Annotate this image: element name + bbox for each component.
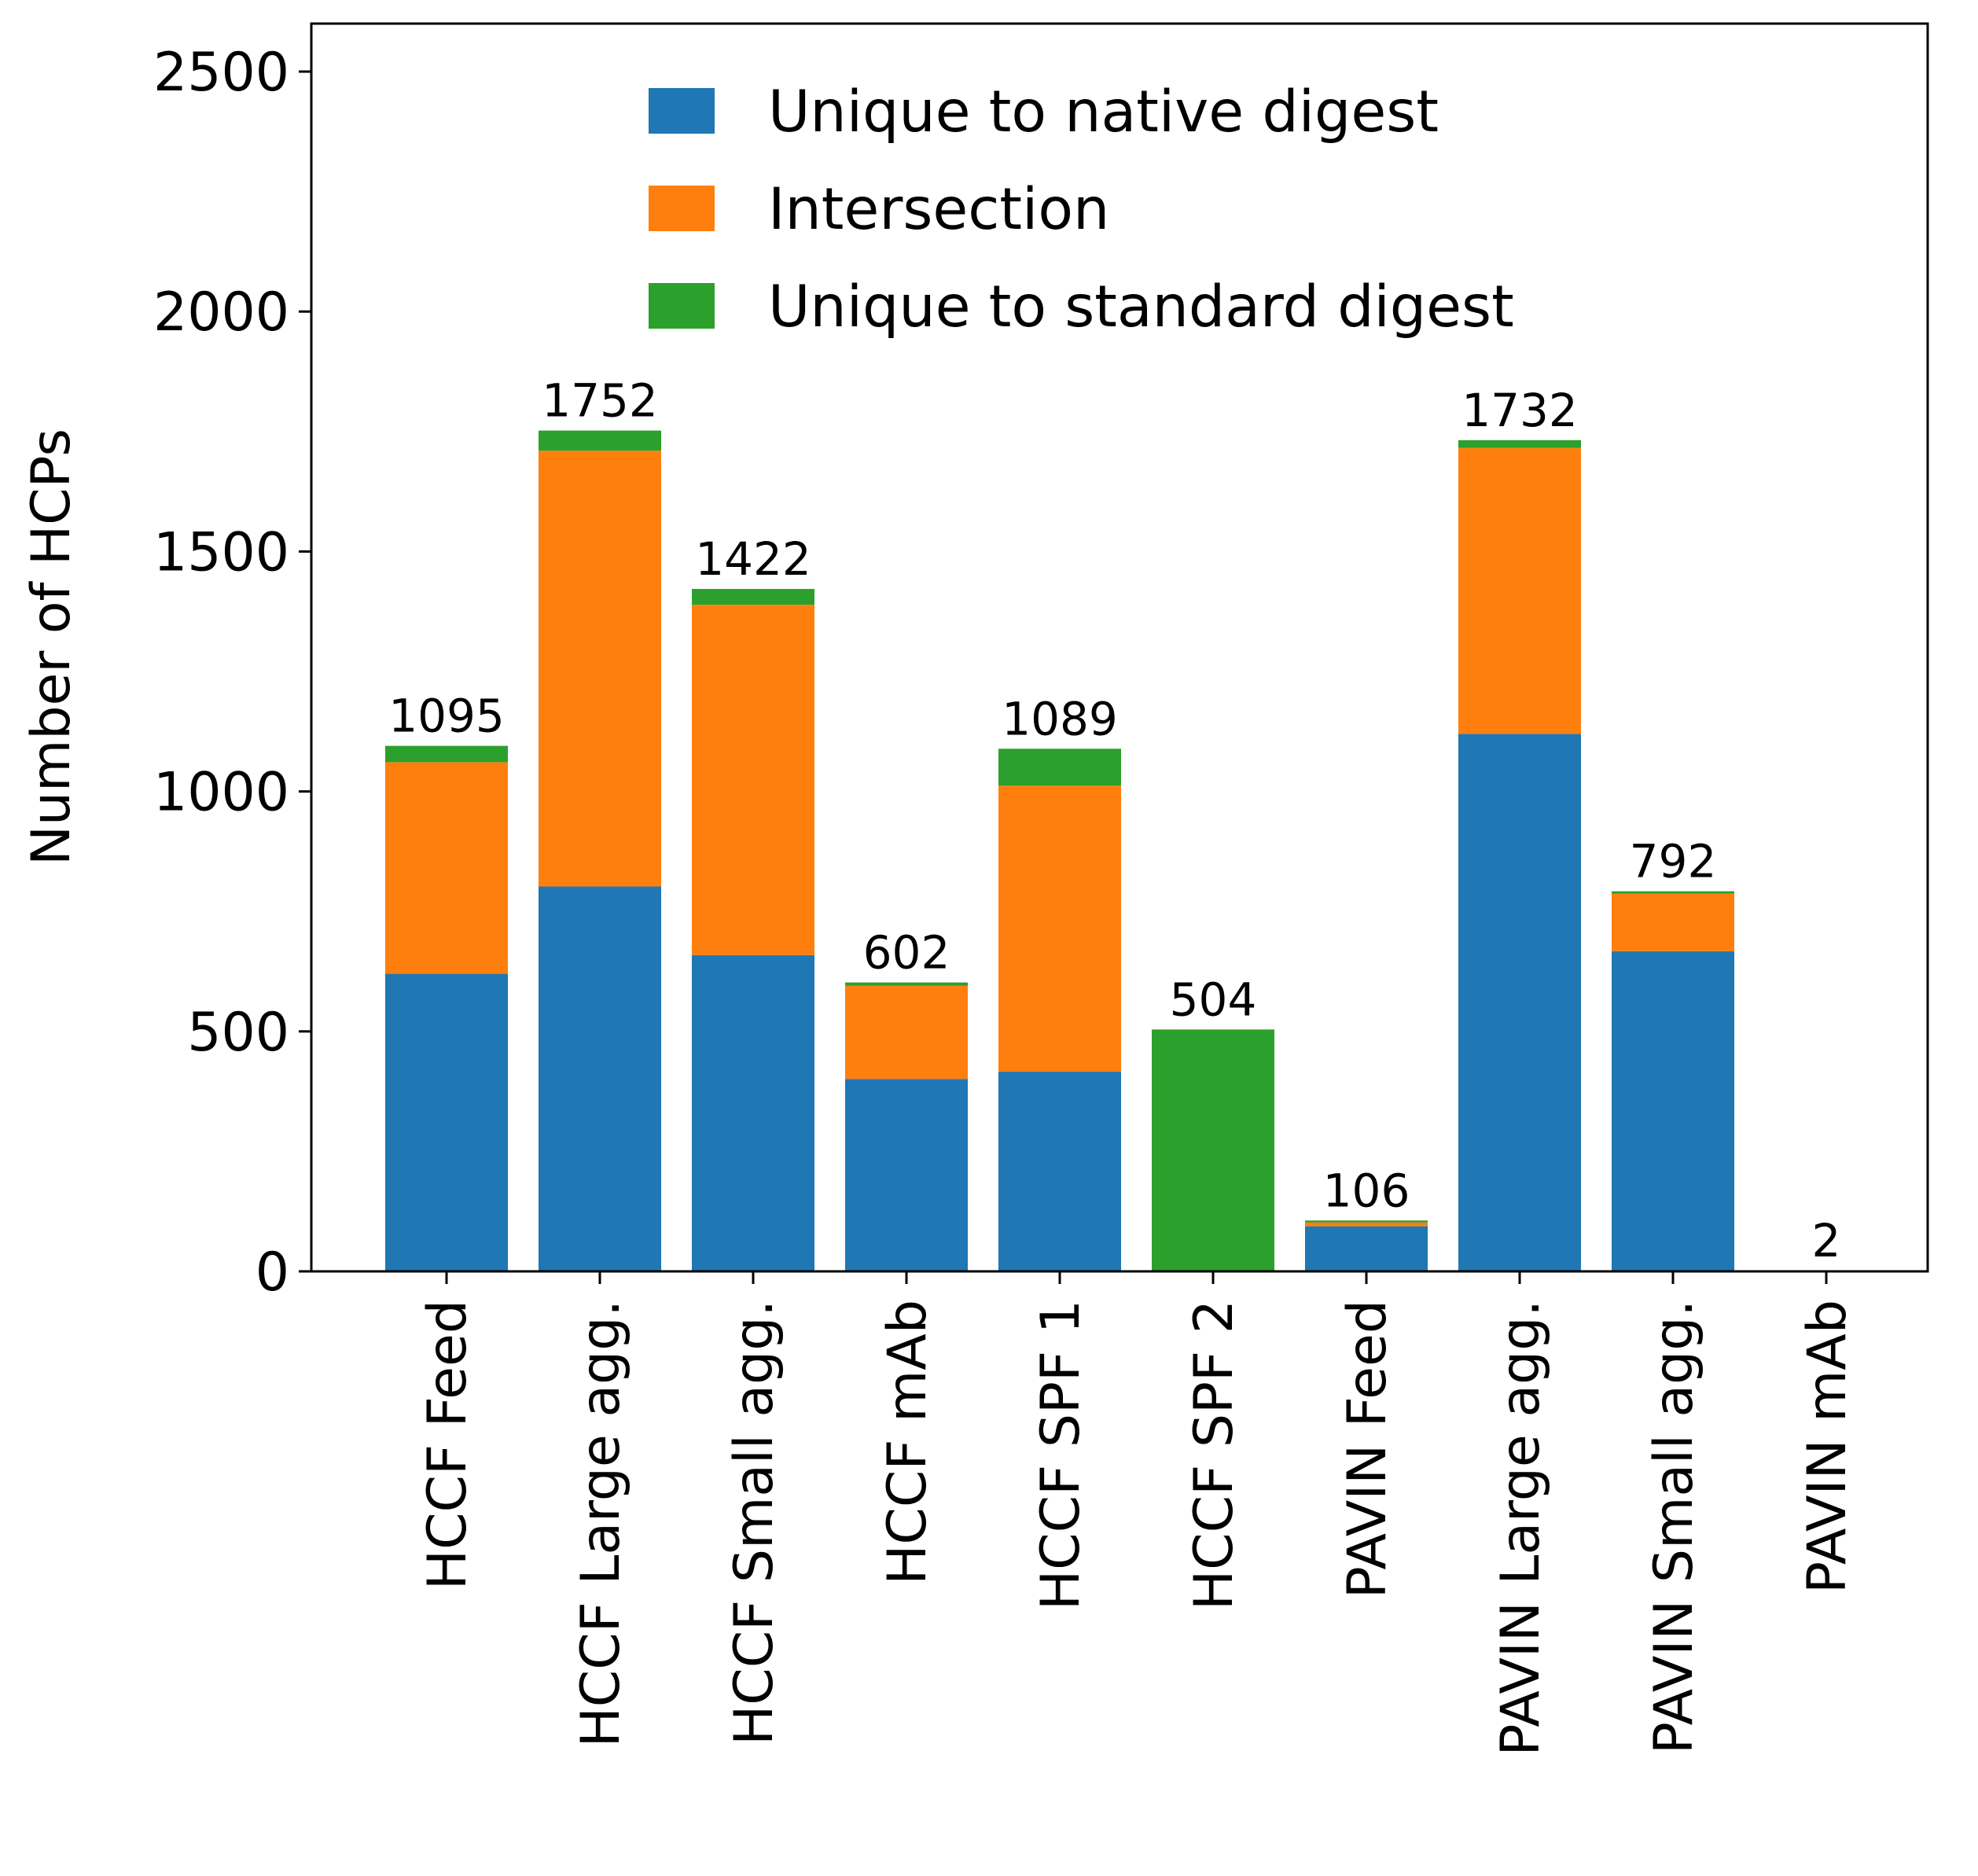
y-tick-label: 1000 xyxy=(153,762,289,824)
bar-segment-3-4 xyxy=(845,982,968,986)
bar-segment-3-9 xyxy=(1612,891,1734,894)
y-tick-label: 1500 xyxy=(153,521,289,583)
bar-segment-3-1 xyxy=(385,745,508,763)
x-tick-label-7: PAVIN Feed xyxy=(1336,1300,1399,1598)
bar-segment-3-3 xyxy=(692,589,814,605)
y-axis-label: Number of HCPs xyxy=(20,429,83,866)
x-tick-label-2: HCCF Large agg. xyxy=(570,1300,632,1747)
bar-segment-3-5 xyxy=(998,749,1121,786)
bar-segment-3-6 xyxy=(1152,1029,1274,1271)
legend-swatch-2 xyxy=(649,186,715,231)
x-tick-label-5: HCCF SPF 1 xyxy=(1030,1300,1092,1610)
y-tick-label: 2000 xyxy=(153,281,289,344)
total-label-9: 792 xyxy=(1630,835,1717,888)
total-label-8: 1732 xyxy=(1461,384,1578,437)
bar-segment-3-8 xyxy=(1458,440,1581,448)
bar-segment-1-7 xyxy=(1305,1226,1428,1271)
x-tick-label-3: HCCF Small agg. xyxy=(723,1300,785,1745)
total-label-3: 1422 xyxy=(695,532,811,586)
legend: Unique to native digest Intersection Uniqu… xyxy=(649,79,1514,340)
y-tick-label: 2500 xyxy=(153,42,289,104)
bar-segment-1-3 xyxy=(692,955,814,1271)
bar-segment-2-9 xyxy=(1612,893,1734,951)
total-label-7: 106 xyxy=(1323,1164,1410,1217)
x-axis: HCCF Feed HCCF Large agg. HCCF Small agg. H… xyxy=(417,1271,1859,1756)
legend-label-2: Intersection xyxy=(768,176,1109,243)
bar-segment-3-7 xyxy=(1305,1220,1428,1223)
x-tick-label-10: PAVIN mAb xyxy=(1796,1300,1859,1594)
total-label-4: 602 xyxy=(863,926,950,980)
legend-swatch-1 xyxy=(649,88,715,134)
bar-segment-1-9 xyxy=(1612,951,1734,1271)
bar-segment-1-5 xyxy=(998,1072,1121,1271)
bar-segment-1-4 xyxy=(845,1079,968,1271)
total-label-6: 504 xyxy=(1170,973,1257,1026)
y-tick-label: 500 xyxy=(187,1002,289,1064)
y-axis: 0 500 1000 1500 2000 2500 xyxy=(153,42,311,1304)
x-tick-label-8: PAVIN Large agg. xyxy=(1490,1300,1552,1756)
legend-swatch-3 xyxy=(649,283,715,329)
bar-segment-2-4 xyxy=(845,985,968,1080)
bar-segment-2-1 xyxy=(385,762,508,974)
bar-segment-2-8 xyxy=(1458,447,1581,734)
bar-segment-2-7 xyxy=(1305,1222,1428,1227)
total-label-2: 1752 xyxy=(542,374,658,428)
bars-group xyxy=(385,430,1888,1271)
y-tick-label: 0 xyxy=(256,1241,289,1304)
legend-label-3: Unique to standard digest xyxy=(768,274,1514,340)
x-tick-label-6: HCCF SPF 2 xyxy=(1183,1300,1245,1610)
legend-label-1: Unique to native digest xyxy=(768,79,1439,145)
bar-segment-2-5 xyxy=(998,785,1121,1072)
total-label-10: 2 xyxy=(1812,1214,1841,1267)
bar-segment-2-2 xyxy=(539,451,661,887)
total-label-5: 1089 xyxy=(1002,692,1118,745)
bar-segment-3-2 xyxy=(539,430,661,451)
plot-frame xyxy=(310,22,1929,1273)
x-tick-label-9: PAVIN Small agg. xyxy=(1643,1300,1705,1754)
total-label-1: 1095 xyxy=(388,690,505,743)
x-tick-label-1: HCCF Feed xyxy=(417,1300,479,1590)
bar-segment-2-3 xyxy=(692,605,814,955)
total-labels-group: 1095 1752 1422 602 1089 504 106 1732 792 2 xyxy=(388,374,1840,1267)
x-tick-label-4: HCCF mAb xyxy=(877,1300,939,1585)
bar-segment-1-2 xyxy=(539,886,661,1271)
bar-segment-1-8 xyxy=(1458,734,1581,1271)
bar-segment-1-1 xyxy=(385,973,508,1271)
